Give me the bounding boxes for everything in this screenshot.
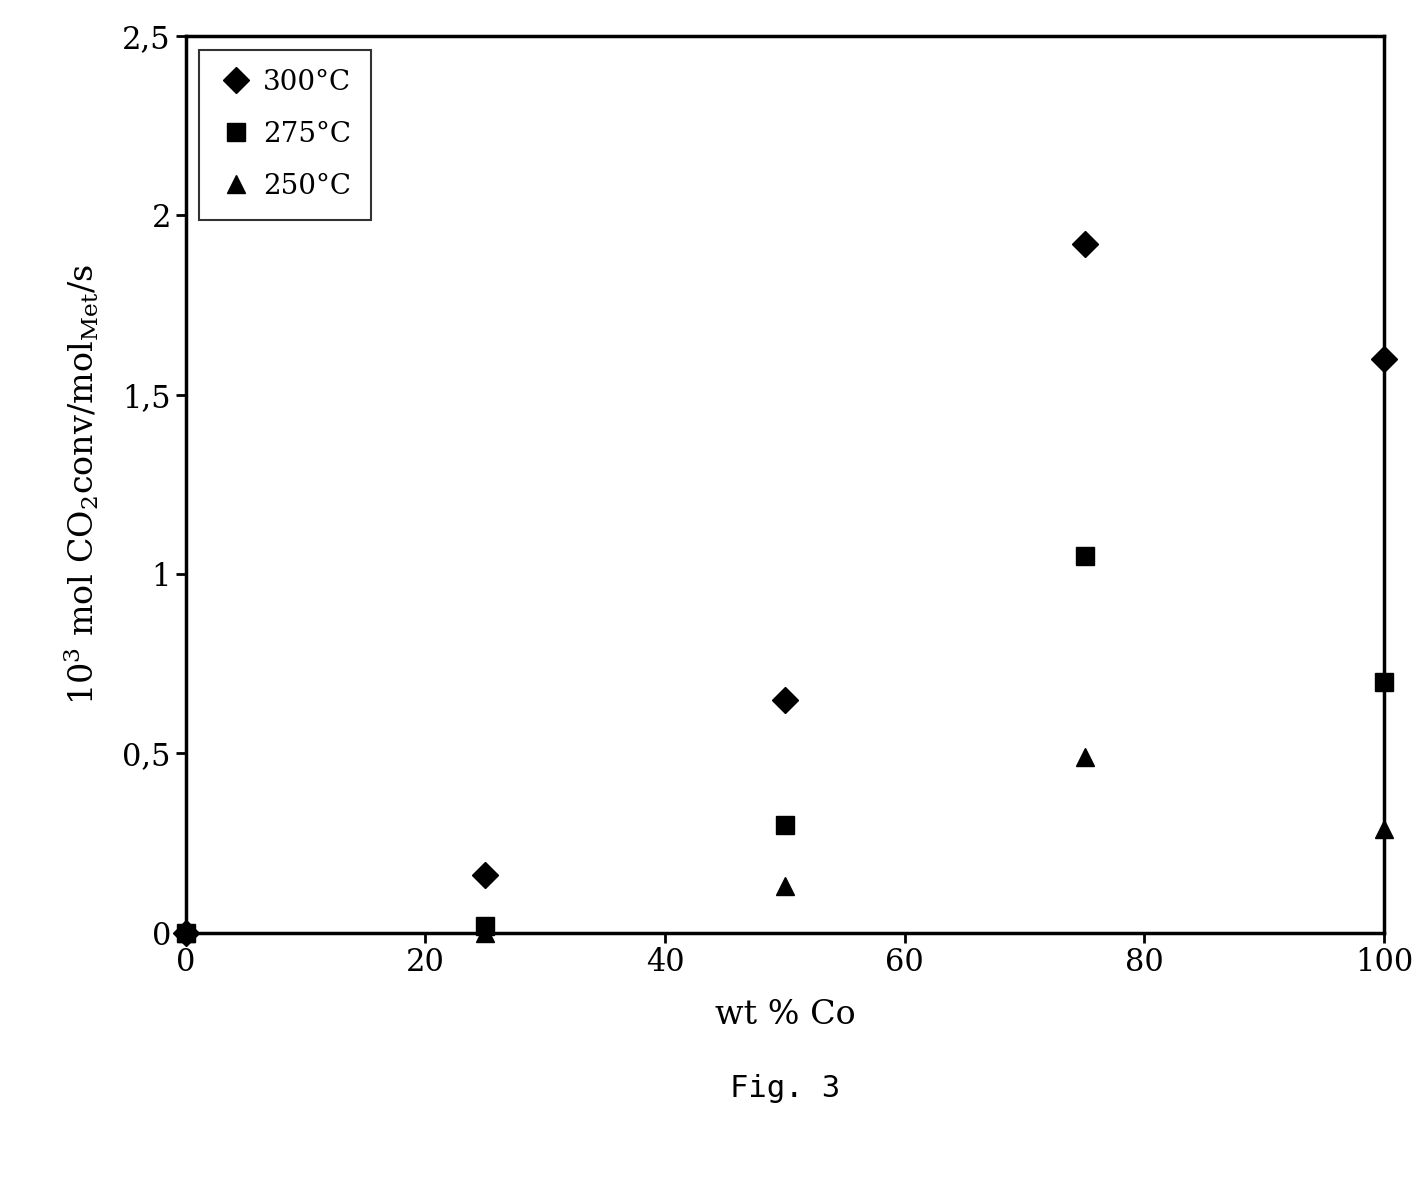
300°C [177, 926, 194, 940]
250°C [776, 879, 793, 893]
Line: 300°C: 300°C [177, 234, 1393, 942]
300°C [477, 868, 494, 883]
Text: Fig. 3: Fig. 3 [729, 1074, 841, 1103]
250°C [1076, 750, 1093, 764]
Line: 275°C: 275°C [177, 547, 1393, 942]
250°C [177, 926, 194, 940]
300°C [776, 692, 793, 707]
275°C [177, 926, 194, 940]
Legend: 300°C, 275°C, 250°C: 300°C, 275°C, 250°C [200, 50, 371, 220]
Line: 250°C: 250°C [177, 748, 1393, 942]
300°C [1076, 237, 1093, 251]
250°C [477, 926, 494, 940]
250°C [1376, 822, 1393, 836]
Y-axis label: $\mathregular{10^3}$ mol CO$\mathregular{_2}$conv/mol$\mathregular{_{Met}}$/s: $\mathregular{10^3}$ mol CO$\mathregular… [61, 264, 101, 704]
275°C [477, 919, 494, 933]
300°C [1376, 352, 1393, 366]
275°C [1076, 549, 1093, 563]
275°C [776, 818, 793, 832]
275°C [1376, 675, 1393, 689]
X-axis label: wt % Co: wt % Co [715, 1000, 855, 1031]
